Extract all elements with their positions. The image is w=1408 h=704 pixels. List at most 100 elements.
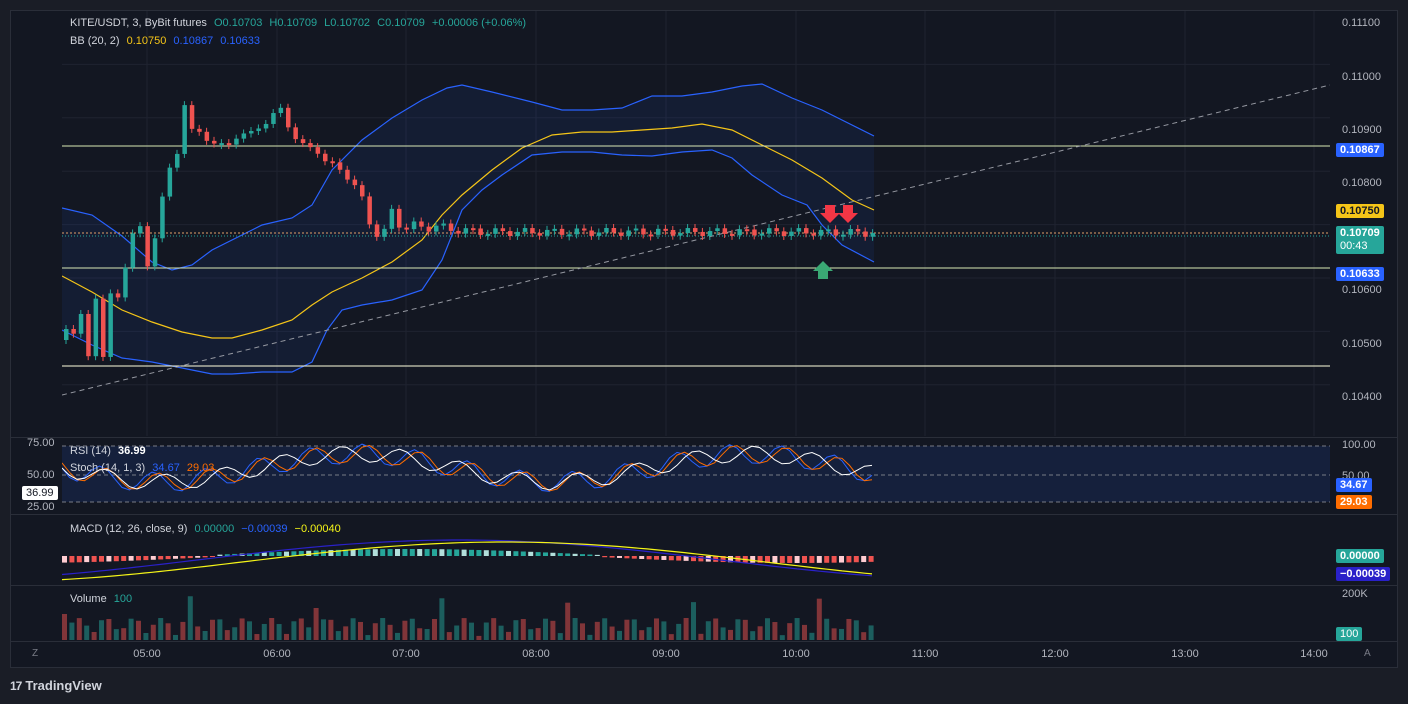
macd-histogram-bar [121, 556, 127, 561]
volume-bar [165, 623, 171, 640]
macd-histogram-bar [779, 556, 785, 563]
candle-body [715, 228, 720, 232]
candle-body [226, 143, 232, 146]
macd-histogram-bar [165, 556, 171, 560]
candle-body [108, 293, 113, 357]
macd-histogram-bar [62, 556, 67, 563]
macd-histogram-bar [491, 550, 497, 556]
rsi-label[interactable]: RSI (14) [70, 445, 111, 457]
macd-histogram-bar [217, 554, 223, 556]
volume-bar [306, 627, 312, 640]
candle-body [204, 131, 210, 141]
candle-body [818, 229, 824, 236]
candle-body [78, 313, 84, 334]
macd-histogram-bar [91, 556, 97, 562]
tradingview-logo[interactable]: 17 TradingView [10, 678, 102, 693]
macd-histogram-bar [113, 556, 119, 562]
candle-body [737, 229, 742, 236]
volume-bar [483, 622, 489, 640]
price-tick: 0.10500 [1342, 338, 1382, 350]
macd-histogram-bar [387, 549, 393, 556]
macd-pane[interactable] [62, 515, 1330, 584]
volume-bar [750, 631, 756, 640]
volume-label[interactable]: Volume [70, 593, 107, 605]
candle-body [855, 229, 861, 232]
candle-body [596, 232, 602, 236]
last-price-value: 0.10709 [1340, 227, 1380, 239]
candle-body [804, 228, 809, 234]
macd-histogram-bar [587, 554, 593, 556]
macd-histogram-bar [750, 556, 756, 563]
bollinger-basis-line [62, 123, 875, 339]
candle-body [411, 221, 417, 230]
volume-bar [461, 618, 467, 640]
candle-body [315, 147, 321, 154]
candle-body [670, 229, 676, 236]
macd-histogram-bar [609, 556, 615, 558]
volume-pane[interactable] [62, 586, 1330, 640]
candle-body [278, 107, 284, 114]
symbol-label[interactable]: KITE/USDT, 3, ByBit futures [70, 17, 207, 29]
volume-bar [565, 602, 571, 640]
auto-scale-toggle[interactable]: A [1364, 648, 1371, 659]
volume-bar [432, 618, 437, 640]
time-tick: 10:00 [782, 648, 810, 660]
candle-body [293, 127, 298, 140]
volume-bar [232, 627, 238, 640]
pane-separator[interactable] [11, 514, 1397, 515]
volume-bar [99, 620, 104, 640]
macd-histogram-bar [276, 551, 282, 556]
volume-bar [143, 633, 149, 640]
rsi-stoch-pane[interactable] [62, 438, 1330, 513]
volume-bar [691, 602, 696, 640]
candle-body [707, 231, 713, 236]
macd-histogram-bar [594, 554, 600, 556]
volume-bar [728, 629, 733, 640]
bb-lower-tag: 0.10633 [1336, 267, 1384, 281]
macd-hist-tag: 0.00000 [1336, 549, 1384, 563]
price-tick: 0.10800 [1342, 177, 1382, 189]
stoch-label[interactable]: Stoch (14, 1, 3) [70, 462, 146, 474]
candle-body [633, 228, 639, 231]
volume-bar [683, 618, 689, 640]
macd-label[interactable]: MACD (12, 26, close, 9) [70, 523, 188, 535]
macd-histogram-bar [202, 556, 208, 558]
volume-value: 100 [113, 593, 133, 605]
volume-bar [343, 626, 349, 640]
price-pane[interactable] [62, 11, 1330, 436]
candle-body [197, 128, 202, 132]
candle-body [160, 196, 165, 239]
macd-histogram-bar [99, 556, 104, 562]
macd-histogram-bar [550, 552, 556, 556]
candle-body [175, 153, 180, 168]
candle-body [308, 143, 313, 148]
volume-bar [158, 618, 164, 640]
candle-body [515, 231, 520, 236]
candle-body [485, 233, 491, 236]
macd-histogram-bar [720, 556, 726, 563]
candle-body [145, 226, 150, 267]
macd-histogram-bar [372, 549, 378, 556]
candle-body [241, 133, 247, 139]
sell-signal-arrow [838, 205, 858, 223]
bb-label[interactable]: BB (20, 2) [70, 35, 120, 47]
macd-histogram-bar [210, 556, 215, 557]
volume-bar [661, 621, 667, 640]
volume-bar [217, 619, 223, 640]
candle-body [759, 233, 765, 236]
price-axis[interactable]: 0.11100 0.11000 0.10900 0.10800 0.10600 … [1330, 11, 1398, 436]
timezone-toggle[interactable]: Z [32, 648, 39, 659]
macd-histogram-bar [528, 551, 534, 556]
rsi-left-tick: 50.00 [27, 469, 55, 481]
volume-bar [853, 620, 859, 640]
macd-histogram-bar [409, 549, 415, 556]
candle-body [441, 223, 446, 226]
volume-bar [247, 621, 252, 640]
volume-bar [624, 619, 630, 640]
bb-upper-tag: 0.10867 [1336, 143, 1384, 157]
volume-bar [498, 625, 504, 640]
pane-separator[interactable] [11, 585, 1397, 586]
pane-separator[interactable] [11, 437, 1397, 438]
candle-body [500, 228, 506, 232]
rsi-legend: RSI (14) 36.99 [70, 445, 150, 457]
